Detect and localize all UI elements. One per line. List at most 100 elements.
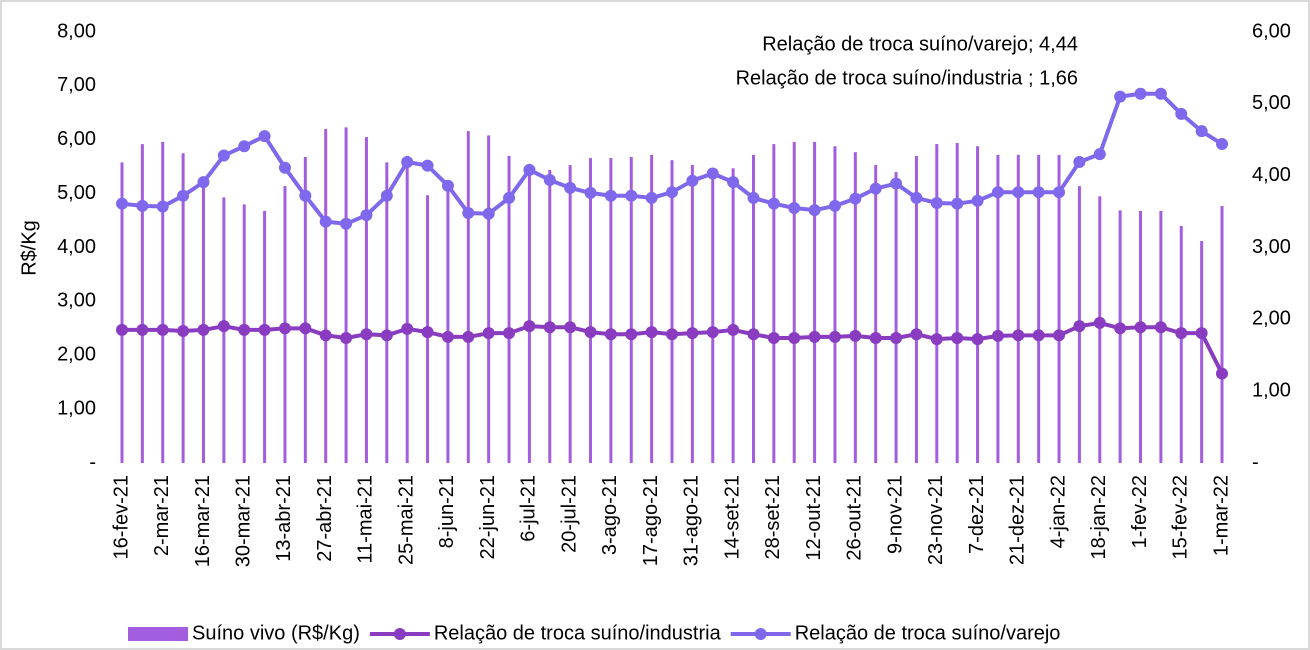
marker xyxy=(584,186,597,199)
bar xyxy=(935,144,939,463)
marker xyxy=(319,329,332,342)
marker xyxy=(543,321,556,334)
marker xyxy=(991,186,1004,199)
marker xyxy=(747,328,760,341)
bar xyxy=(263,210,267,463)
marker xyxy=(482,207,495,220)
y2-tick-label: 4,00 xyxy=(1252,164,1291,186)
x-tick-label: 2-mar-21 xyxy=(151,475,173,556)
bar xyxy=(1118,210,1122,463)
x-tick-label: 4-jan-22 xyxy=(1047,475,1069,548)
bar xyxy=(731,168,735,463)
x-tick-label: 28-set-21 xyxy=(762,475,784,560)
marker xyxy=(197,323,210,336)
x-tick-label: 27-abr-21 xyxy=(314,475,336,562)
marker xyxy=(462,207,475,220)
y2-tick-label: 5,00 xyxy=(1252,92,1291,114)
bar xyxy=(976,146,980,463)
marker xyxy=(156,323,169,336)
bar xyxy=(1179,225,1183,463)
marker xyxy=(1093,316,1106,329)
marker xyxy=(767,197,780,210)
marker xyxy=(1053,186,1066,199)
bar xyxy=(670,160,674,463)
bar xyxy=(751,154,755,463)
marker xyxy=(299,189,312,202)
marker xyxy=(727,176,740,189)
marker xyxy=(666,328,678,341)
marker xyxy=(319,215,332,228)
marker xyxy=(462,330,475,343)
marker xyxy=(1216,138,1228,151)
y-tick-label: - xyxy=(89,451,96,473)
marker xyxy=(543,173,556,186)
marker xyxy=(1134,321,1147,334)
marker xyxy=(503,191,516,204)
marker xyxy=(523,163,536,176)
x-tick-label: 15-fev-22 xyxy=(1170,475,1192,560)
marker xyxy=(1114,322,1127,335)
marker xyxy=(808,330,821,343)
y-tick-label: 2,00 xyxy=(57,344,96,366)
annotation: Relação de troca suíno/varejo; 4,44 xyxy=(762,33,1078,55)
marker xyxy=(625,189,638,202)
marker xyxy=(177,325,190,338)
marker xyxy=(1195,327,1208,340)
marker xyxy=(788,201,801,214)
marker xyxy=(869,182,882,195)
marker xyxy=(971,333,984,346)
bar xyxy=(466,131,470,463)
marker xyxy=(1032,186,1045,199)
marker xyxy=(1012,329,1025,342)
marker xyxy=(727,323,740,336)
bar xyxy=(589,158,593,463)
marker xyxy=(1195,125,1208,138)
legend-swatch xyxy=(754,628,767,640)
marker xyxy=(645,326,658,339)
bar xyxy=(364,137,368,463)
bar xyxy=(1159,210,1163,463)
bar xyxy=(405,155,409,463)
x-tick-label: 1-fev-22 xyxy=(1129,475,1151,548)
marker xyxy=(951,332,964,345)
bar xyxy=(1200,241,1204,463)
marker xyxy=(706,326,719,339)
bar xyxy=(650,154,654,463)
x-tick-label: 11-mai-21 xyxy=(355,475,377,564)
bar xyxy=(548,169,552,464)
marker xyxy=(849,192,862,205)
marker xyxy=(360,328,373,341)
marker xyxy=(441,179,454,192)
marker xyxy=(849,329,862,342)
bar xyxy=(894,172,898,463)
marker xyxy=(788,332,801,345)
bar xyxy=(690,165,694,464)
legend-label: Relação de troca suíno/industria xyxy=(434,622,722,644)
bar xyxy=(507,155,511,463)
y2-tick-label: - xyxy=(1252,451,1259,473)
bar xyxy=(161,141,165,463)
marker xyxy=(971,194,984,207)
marker xyxy=(421,159,434,172)
x-tick-label: 23-nov-21 xyxy=(925,475,947,565)
y2-tick-label: 1,00 xyxy=(1252,379,1291,401)
bar xyxy=(120,162,124,463)
marker xyxy=(156,200,169,213)
x-tick-label: 17-ago-21 xyxy=(640,475,662,566)
marker xyxy=(808,204,821,217)
marker xyxy=(890,332,903,345)
marker xyxy=(360,209,373,222)
x-tick-label: 3-ago-21 xyxy=(599,475,621,555)
marker xyxy=(1175,107,1188,120)
marker xyxy=(340,332,353,345)
marker xyxy=(666,186,678,199)
marker xyxy=(503,327,516,340)
marker xyxy=(951,197,964,210)
bar xyxy=(1139,210,1143,463)
marker xyxy=(706,167,719,180)
marker xyxy=(1216,367,1228,380)
marker xyxy=(564,321,577,334)
x-tick-label: 22-jun-21 xyxy=(477,475,499,560)
legend-swatch xyxy=(128,627,188,641)
